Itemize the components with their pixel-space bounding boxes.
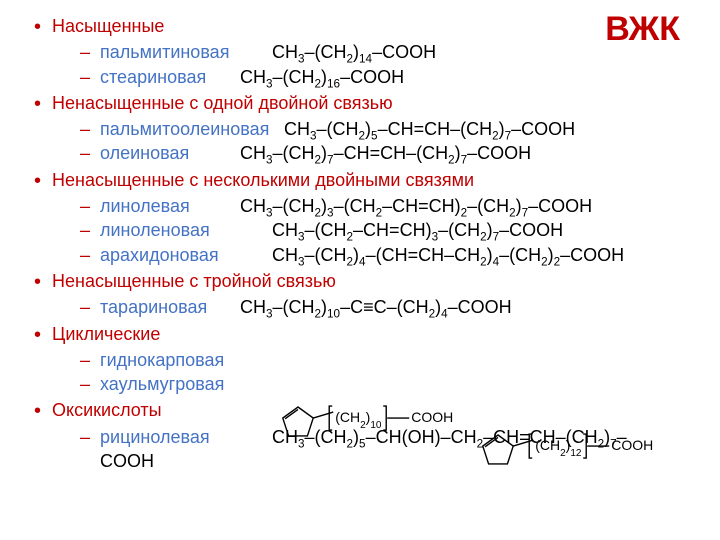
cyclic-diagrams: (CH2)10 COOH (CH2)12 COOH: [270, 395, 690, 477]
acid-name: арахидоновая: [100, 243, 272, 267]
acid-item: олеиноваяCH3–(CH2)7–CH=CH–(CH2)7–COOH: [80, 141, 690, 165]
svg-text:COOH: COOH: [411, 409, 453, 425]
acid-name: пальмитоолеиновая: [100, 117, 284, 141]
category-label: Насыщенные: [52, 16, 164, 36]
acid-list: пальмитоолеиноваяCH3–(CH2)5–CH=CH–(CH2)7…: [52, 117, 690, 166]
acid-name: линоленовая: [100, 218, 272, 242]
acid-list: линолеваяCH3–(CH2)3–(CH2–CH=CH)2–(CH2)7–…: [52, 194, 690, 267]
category-label: Ненасыщенные с тройной связью: [52, 271, 336, 291]
svg-text:(CH2)12: (CH2)12: [535, 437, 582, 459]
acid-item: гиднокарповая: [80, 348, 690, 372]
category-label: Ненасыщенные с несколькими двойными связ…: [52, 170, 474, 190]
acid-item: хаульмугровая: [80, 372, 690, 396]
acid-name: тарариновая: [100, 295, 240, 319]
acid-formula: CH3–(CH2)4–(CH=CH–CH2)4–(CH2)2–COOH: [272, 245, 624, 265]
category-label: Циклические: [52, 324, 160, 344]
svg-text:(CH2)10: (CH2)10: [335, 409, 382, 431]
acid-list: гиднокарповаяхаульмугровая: [52, 348, 690, 397]
acid-formula: CH3–(CH2)16–COOH: [240, 67, 404, 87]
acid-item: арахидоноваяCH3–(CH2)4–(CH=CH–CH2)4–(CH2…: [80, 243, 690, 267]
acid-item: стеариноваяCH3–(CH2)16–COOH: [80, 65, 690, 89]
acid-list: тарариноваяCH3–(CH2)10–C≡C–(CH2)4–COOH: [52, 295, 690, 319]
acid-formula: CH3–(CH2)7–CH=CH–(CH2)7–COOH: [240, 143, 531, 163]
acid-name: хаульмугровая: [100, 372, 250, 396]
category-item: Ненасыщенные с одной двойной связью пальм…: [30, 91, 690, 166]
category-item: НасыщенныепальмитиноваяCH3–(CH2)14–COOHс…: [30, 14, 690, 89]
category-item: Ненасыщенные с тройной связью тарариновая…: [30, 269, 690, 320]
acid-formula: CH3–(CH2)3–(CH2–CH=CH)2–(CH2)7–COOH: [240, 196, 592, 216]
acid-item: тарариноваяCH3–(CH2)10–C≡C–(CH2)4–COOH: [80, 295, 690, 319]
category-label: Оксикислоты: [52, 400, 162, 420]
chaulmoogric-structure: (CH2)12 COOH: [470, 423, 690, 483]
hydnocarpic-structure: (CH2)10 COOH: [270, 395, 480, 455]
acid-name: гиднокарповая: [100, 348, 250, 372]
acid-item: линоленоваяCH3–(CH2–CH=CH)3–(CH2)7–COOH: [80, 218, 690, 242]
acid-formula: CH3–(CH2)5–CH=CH–(CH2)7–COOH: [284, 119, 575, 139]
category-item: Циклические гиднокарповаяхаульмугровая: [30, 322, 690, 397]
acid-formula: CH3–(CH2–CH=CH)3–(CH2)7–COOH: [272, 220, 563, 240]
acid-formula: CH3–(CH2)14–COOH: [272, 42, 436, 62]
acid-formula: CH3–(CH2)10–C≡C–(CH2)4–COOH: [240, 297, 512, 317]
acid-name: рицинолевая: [100, 425, 272, 449]
acid-item: пальмитоолеиноваяCH3–(CH2)5–CH=CH–(CH2)7…: [80, 117, 690, 141]
acid-name: стеариновая: [100, 65, 240, 89]
acid-item: линолеваяCH3–(CH2)3–(CH2–CH=CH)2–(CH2)7–…: [80, 194, 690, 218]
acid-name: пальмитиновая: [100, 40, 272, 64]
category-item: Ненасыщенные с несколькими двойными связ…: [30, 168, 690, 267]
category-label: Ненасыщенные с одной двойной связью: [52, 93, 393, 113]
acid-name: линолевая: [100, 194, 240, 218]
acid-list: пальмитиноваяCH3–(CH2)14–COOHстеариновая…: [52, 40, 690, 89]
svg-text:COOH: COOH: [611, 437, 653, 453]
acid-item: пальмитиноваяCH3–(CH2)14–COOH: [80, 40, 690, 64]
acid-name: олеиновая: [100, 141, 240, 165]
